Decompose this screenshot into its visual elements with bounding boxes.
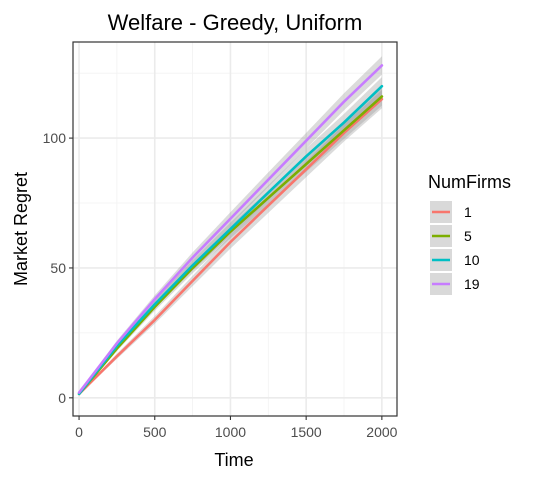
chart-title: Welfare - Greedy, Uniform xyxy=(108,10,363,35)
x-tick-label: 1500 xyxy=(291,424,322,440)
legend-label-19: 19 xyxy=(464,276,480,292)
y-axis: 0 50 100 xyxy=(43,130,73,406)
x-axis: 0 500 1000 1500 2000 xyxy=(75,416,398,440)
y-tick-label: 50 xyxy=(50,260,66,276)
panel-border xyxy=(72,41,398,417)
legend-label-5: 5 xyxy=(464,228,472,244)
y-axis-title: Market Regret xyxy=(11,172,31,286)
x-axis-title: Time xyxy=(214,450,253,470)
series-19-line xyxy=(77,64,384,394)
series-5-line xyxy=(77,95,384,396)
plot-panel xyxy=(72,41,398,417)
y-tick-label: 0 xyxy=(58,390,66,406)
legend-title: NumFirms xyxy=(428,172,511,192)
legend-label-10: 10 xyxy=(464,252,480,268)
x-tick-label: 500 xyxy=(143,424,167,440)
legend-label-1: 1 xyxy=(464,204,472,220)
y-tick-label: 100 xyxy=(43,130,67,146)
x-tick-label: 2000 xyxy=(366,424,397,440)
legend: NumFirms 1 5 10 19 xyxy=(428,172,511,295)
series-1-line xyxy=(77,97,384,396)
x-tick-label: 0 xyxy=(75,424,83,440)
x-tick-label: 1000 xyxy=(215,424,246,440)
series-10-line xyxy=(77,84,384,396)
